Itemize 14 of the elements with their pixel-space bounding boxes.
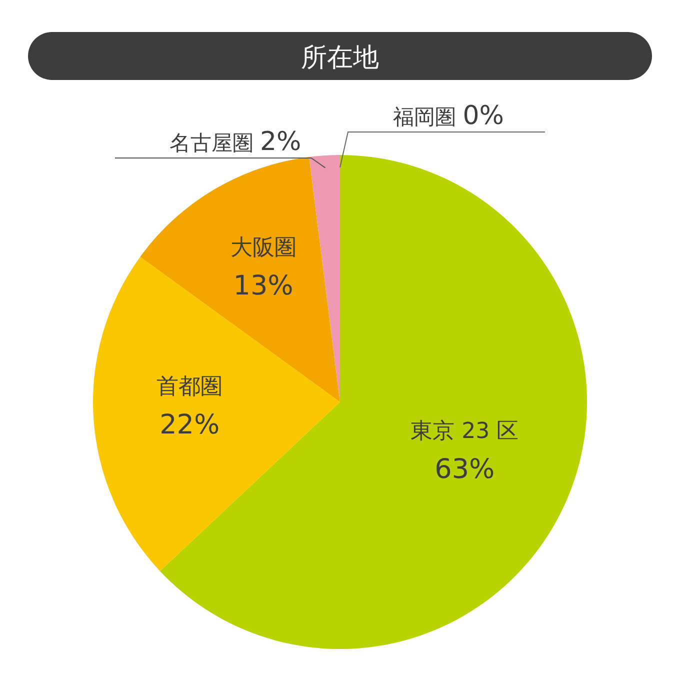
slice-label: 大阪圏 [230,235,296,260]
data-label: 2% [260,127,302,157]
slice-label: 名古屋圏 [169,131,260,155]
category-label: 福岡圏 [393,105,456,129]
slice-label: 首都圏 [156,374,223,400]
text: 0% [462,101,504,131]
data-label: 13% [233,270,294,302]
pie-slice [309,155,340,402]
pie-slice [93,256,340,572]
chart-title: 所在地 [301,43,379,73]
slice-label: 東京 23 区 [410,418,519,444]
data-label: 22% [160,409,220,440]
data-label: 63% [434,454,495,485]
pie-slice [140,156,340,402]
